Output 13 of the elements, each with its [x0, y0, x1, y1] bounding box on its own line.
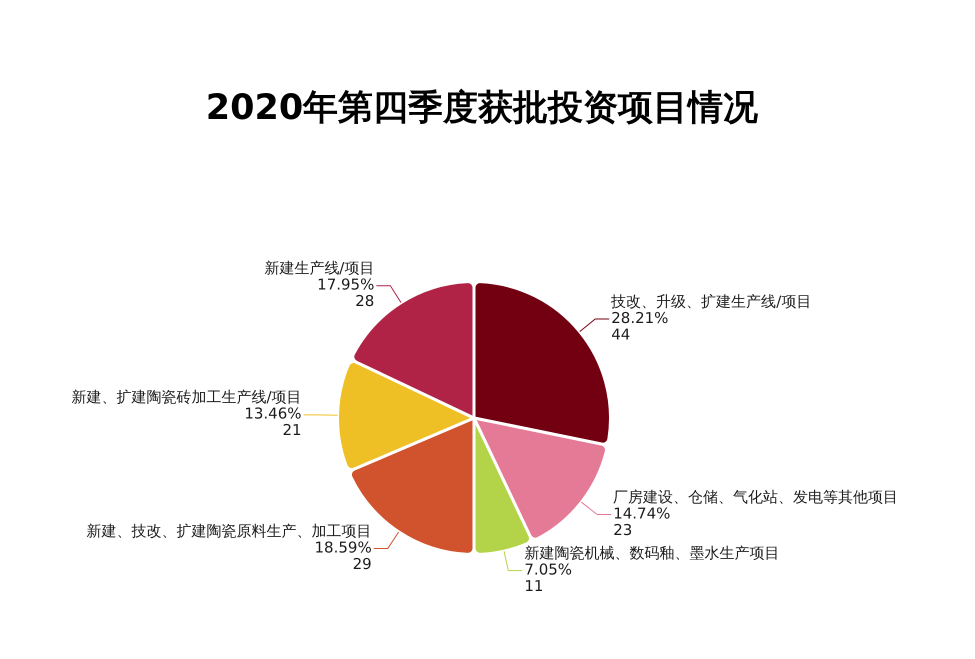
slice-label: 新建生产线/项目: [264, 259, 374, 278]
slice-label: 厂房建设、仓储、气化站、发电等其他项目: [613, 488, 898, 506]
data-label: 18.59% 29: [314, 538, 372, 573]
slice-label: 新建、技改、扩建陶瓷原料生产、加工项目: [86, 522, 372, 540]
data-label: 13.46% 21: [244, 404, 302, 440]
data-label: 7.05% 11: [524, 560, 572, 596]
data-label: 17.95% 28: [317, 276, 374, 310]
data-label: 28.21% 44: [611, 308, 668, 344]
slice-label: 新建、扩建陶瓷砖加工生产线/项目: [71, 388, 302, 406]
data-label: 14.74% 23: [613, 504, 670, 539]
slice-label: 新建陶瓷机械、数码釉、墨水生产项目: [524, 544, 780, 562]
chart-title: 2020年第四季度获批投资项目情况: [206, 88, 758, 128]
slice-label: 技改、升级、扩建生产线/项目: [610, 292, 812, 310]
